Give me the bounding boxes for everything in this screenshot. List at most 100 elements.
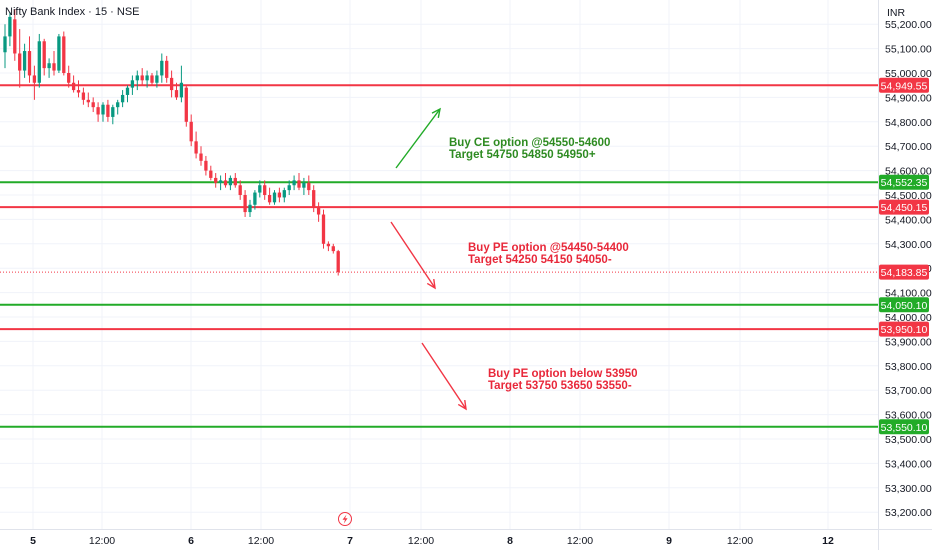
candle [302,177,306,195]
x-tick-label: 8 [507,535,513,547]
candle [71,75,76,93]
candle [199,146,203,166]
candle-body [86,99,90,103]
lightning-icon[interactable] [338,512,352,526]
price-level-label: 53,950.10 [881,324,928,336]
candle [228,175,233,191]
candle-body [223,180,228,186]
candle-body [277,192,282,198]
candle-body [96,107,100,115]
candle [67,65,71,88]
y-tick-label: 53,200.00 [885,507,932,519]
candle-body [297,180,301,188]
candle [277,187,282,203]
price-level-lines [0,84,878,428]
candle-body [91,102,95,108]
y-tick-label: 54,900.00 [885,92,932,104]
candle [57,33,61,73]
candle [106,99,110,122]
candle [169,70,174,98]
candle-body [120,94,125,103]
candle [321,209,326,249]
candle [116,99,120,115]
candle [258,180,262,198]
candle [96,102,100,122]
price-level-badge [879,419,929,435]
candle-body [32,75,37,83]
candle-body [267,195,272,203]
candle-body [248,204,252,213]
candle [3,24,7,69]
candle [297,173,301,191]
candle [160,53,164,83]
price-level-badge [879,174,929,190]
annotation-line-2: Target 54250 54150 54050- [468,254,612,266]
candle [218,175,223,191]
candle [179,65,184,103]
candle-body [37,41,41,83]
candle-body [272,192,277,203]
candle-body [331,246,335,252]
candle-body [316,207,321,215]
annotation-line-1: Buy CE option @54550-54600 [449,137,610,149]
y-tick-label: 54,600.00 [885,166,932,178]
candle-body [282,190,286,198]
candle-body [179,82,184,98]
price-level-label: 54,050.10 [881,300,928,312]
candle-body [174,90,179,98]
candle [174,82,179,100]
candle-body [233,177,237,186]
candle-body [169,77,174,91]
y-tick-label: 54,100.00 [885,288,932,300]
candle [76,80,81,98]
candle-body [111,107,115,117]
candle [243,190,247,217]
price-level-badge [879,321,929,337]
candle [27,36,32,83]
x-tick-label: 12:00 [408,535,434,547]
candle-body [199,153,203,161]
candle-body [165,60,169,78]
candle-body [302,182,306,188]
candle [307,175,311,195]
price-axis[interactable]: 55,200.00 55,100.00 55,000.00 54,900.00 54,8… [879,19,932,519]
candle [155,70,159,88]
y-tick-label: 53,900.00 [885,336,932,348]
annotation-line-2: Target 53750 53650 53550- [488,380,632,392]
candle [120,90,125,108]
candle-body [189,121,193,142]
y-tick-label: 53,500.00 [885,434,932,446]
candle [209,165,213,181]
candle-body [287,185,291,191]
x-tick-label: 12:00 [567,535,593,547]
price-level-label: 53,550.10 [881,422,928,434]
candle-body [135,75,139,81]
candle [47,58,51,78]
candles-group [3,9,340,276]
y-tick-label: 55,100.00 [885,44,932,56]
candle-body [67,73,71,83]
candle [282,187,286,203]
candle-body [218,180,223,183]
down-arrow-2 [421,342,467,411]
candle [253,190,257,210]
candle-body [13,19,17,54]
candle [42,38,46,76]
candle-body [307,182,311,191]
chart-title: Nifty Bank Index · 15 · NSE [5,6,140,18]
candle-body [155,75,159,83]
candle [91,97,95,113]
time-axis[interactable]: 5 12:00 6 12:00 7 12:00 8 12:00 9 12:00 12 [30,535,834,547]
candle-body [22,51,27,71]
candle [13,9,17,61]
candle-body [150,75,154,83]
candle-body [116,102,120,108]
candle-body [228,177,233,186]
candle [233,173,237,188]
candle-body [71,82,76,91]
last-price-label: 54,183.85 [881,267,928,279]
x-tick-label: 9 [666,535,672,547]
candle-body [8,16,12,37]
